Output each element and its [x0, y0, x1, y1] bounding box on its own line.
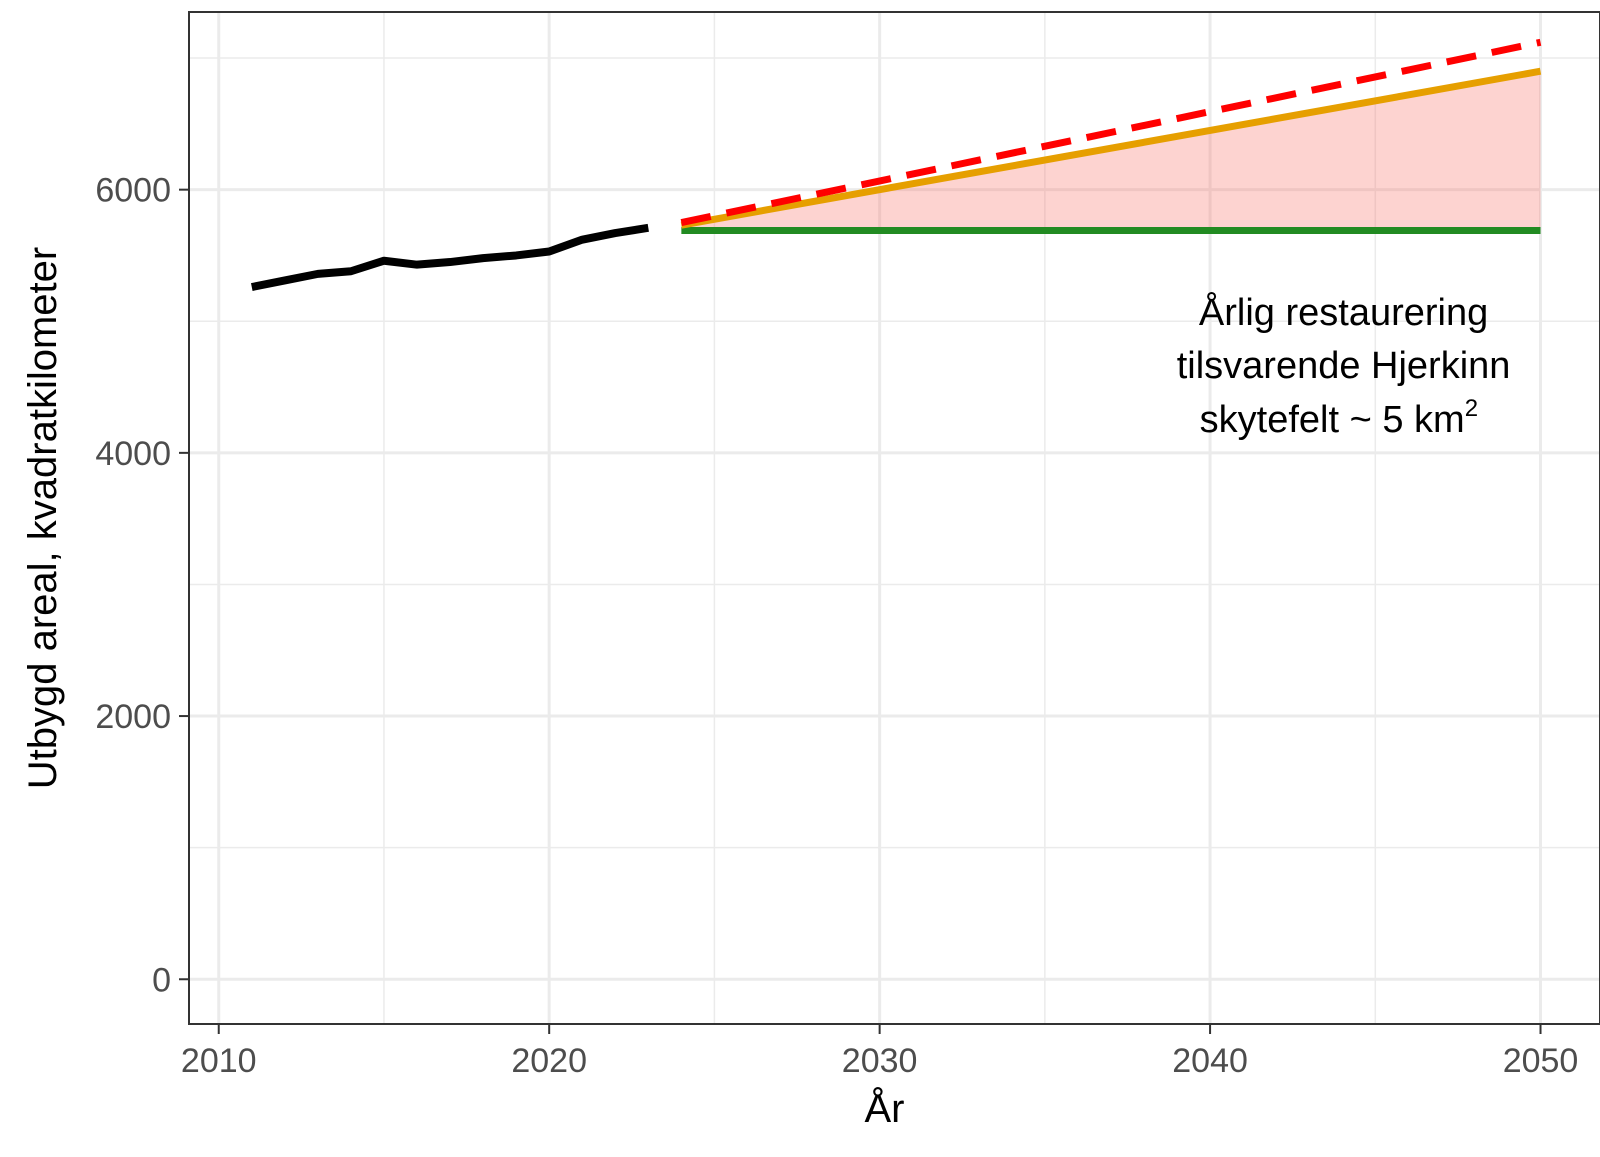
- x-tick-label: 2040: [1172, 1042, 1248, 1080]
- annotation-superscript: 2: [1465, 395, 1478, 422]
- y-tick-label: 4000: [95, 435, 171, 473]
- grid: [189, 12, 1600, 1024]
- historical-line: [251, 223, 649, 291]
- annotation-line-3: skytefelt ~ 5 km: [1200, 399, 1465, 441]
- y-axis-title: Utbygd areal, kvadratkilometer: [21, 247, 65, 789]
- axis-ticks: 2010 2020 2030 2040 2050 0 2000 4000 6000: [95, 172, 1578, 1080]
- x-tick-label: 2010: [181, 1042, 257, 1080]
- y-tick-label: 6000: [95, 172, 171, 210]
- projection-dashed-line: [680, 38, 1542, 226]
- y-tick-label: 0: [152, 961, 171, 999]
- x-axis-title: År: [865, 1086, 905, 1131]
- y-tick-label: 2000: [95, 698, 171, 736]
- annotation-text: Årlig restaurering tilsvarende Hjerkinn …: [1177, 290, 1521, 441]
- annotation-line-2: tilsvarende Hjerkinn: [1177, 345, 1511, 387]
- annotation-line-1: Årlig restaurering: [1199, 290, 1488, 334]
- series-lines: [251, 38, 1542, 291]
- x-tick-label: 2020: [511, 1042, 587, 1080]
- x-tick-label: 2050: [1503, 1042, 1579, 1080]
- panel-border: [188, 11, 1600, 1025]
- x-tick-label: 2030: [842, 1042, 918, 1080]
- projection-orange-line: [680, 67, 1542, 229]
